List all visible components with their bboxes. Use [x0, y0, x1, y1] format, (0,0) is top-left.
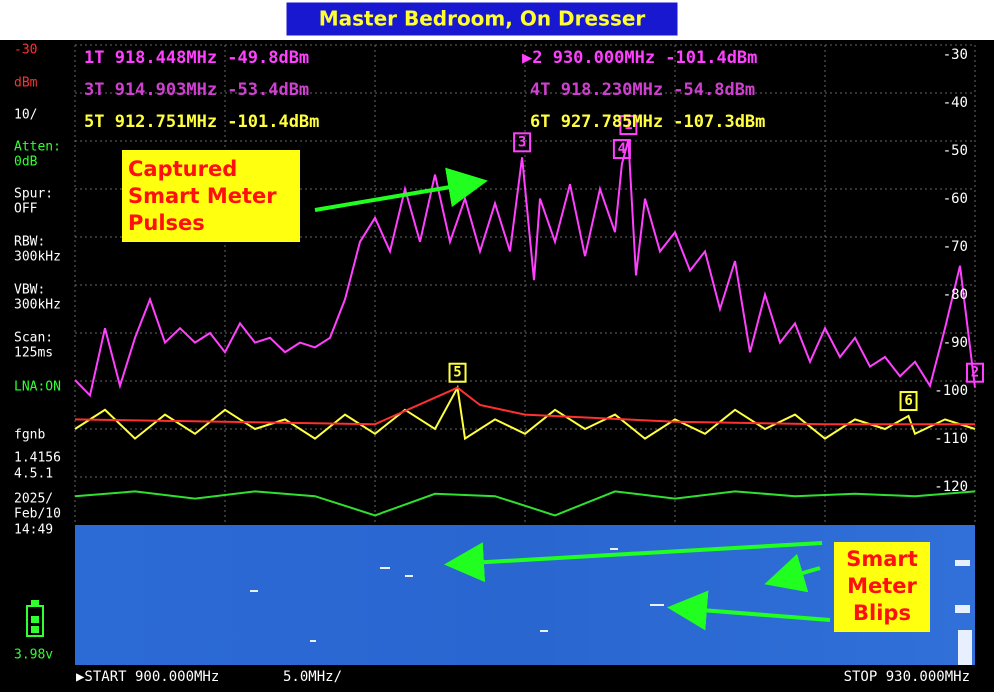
annotation-arrows [314, 167, 831, 631]
marker-label: 4 [618, 141, 626, 157]
y-tick-label: -100 [934, 383, 968, 399]
side-label: 10/ [14, 108, 37, 123]
marker-label: 6 [904, 393, 912, 409]
side-label: 1.4156 [14, 451, 61, 466]
scale-label: 5.0MHz/ [283, 669, 342, 685]
side-label: 14:49 [14, 523, 53, 538]
side-label: 3.98v [14, 648, 53, 663]
y-tick-label: -90 [943, 335, 968, 351]
y-tick-label: -30 [943, 47, 968, 63]
marker-box [966, 362, 984, 383]
side-label: -30 [14, 43, 37, 58]
battery-icon [26, 600, 44, 637]
stop-label: STOP 930.000MHz [844, 669, 970, 685]
marker-readout: 6T 927.785MHz -107.3dBm [530, 112, 765, 132]
trace [74, 384, 976, 441]
y-tick-label: -50 [943, 143, 968, 159]
marker-readout: 1T 918.448MHz -49.8dBm [84, 48, 309, 68]
side-label: 0dB [14, 155, 38, 170]
waterfall [75, 525, 975, 665]
overlay: -30 -40 -50 -60 -70 -80 -90 -100 -110 -120 1 2 3 4 5 6 -… [14, 43, 984, 685]
side-label: OFF [14, 202, 38, 217]
y-tick-label: -120 [934, 479, 968, 495]
annotation-box [834, 542, 930, 632]
side-label: Atten: [14, 140, 61, 155]
side-label: 300kHz [14, 250, 61, 265]
marker-readout: 3T 914.903MHz -53.4dBm [84, 80, 309, 100]
y-tick-label: -110 [934, 431, 968, 447]
marker-readout: ▶2 930.000MHz -101.4dBm [522, 48, 757, 68]
side-label: RBW: [14, 235, 45, 250]
y-tick-label: -60 [943, 191, 968, 207]
plot [74, 44, 976, 525]
annotation-text: Blips [853, 601, 911, 625]
annotation-text: Meter [847, 574, 917, 598]
side-label: Spur: [14, 187, 53, 202]
side-label: 300kHz [14, 298, 61, 313]
side-label: dBm [14, 76, 38, 91]
marker-readout: 5T 912.751MHz -101.4dBm [84, 112, 319, 132]
marker-readout: 4T 918.230MHz -54.8dBm [530, 80, 755, 100]
start-label: ▶START 900.000MHz [76, 669, 219, 685]
annotation-text: Pulses [128, 211, 205, 235]
marker-label: 3 [518, 134, 526, 150]
marker-box [612, 139, 631, 160]
marker-box [899, 391, 918, 412]
marker-label: 2 [971, 365, 979, 381]
marker-box [619, 115, 638, 136]
y-tick-label: -40 [943, 95, 968, 111]
side-label: Feb/10 [14, 507, 61, 522]
marker-label: 5 [453, 365, 461, 381]
side-label: fgnb [14, 428, 45, 443]
annotation-box [122, 150, 300, 242]
trace [74, 139, 976, 398]
trace [74, 386, 975, 426]
marker-label: 1 [624, 117, 632, 133]
side-label: LNA:ON [14, 380, 61, 395]
side-label: 125ms [14, 346, 53, 361]
annotation-text: Smart [846, 547, 918, 571]
y-tick-label: -70 [943, 239, 968, 255]
side-label: 4.5.1 [14, 467, 53, 482]
marker-box [513, 132, 532, 153]
side-label: VBW: [14, 283, 45, 298]
side-label: 2025/ [14, 492, 53, 507]
annotation-text: Captured [128, 157, 237, 181]
annotation-text: Smart Meter [128, 184, 277, 208]
title: Master Bedroom, On Dresser [319, 7, 646, 31]
side-label: Scan: [14, 331, 53, 346]
trace [74, 490, 976, 517]
y-tick-label: -80 [943, 287, 968, 303]
title-box [285, 1, 679, 37]
marker-box [448, 362, 467, 383]
